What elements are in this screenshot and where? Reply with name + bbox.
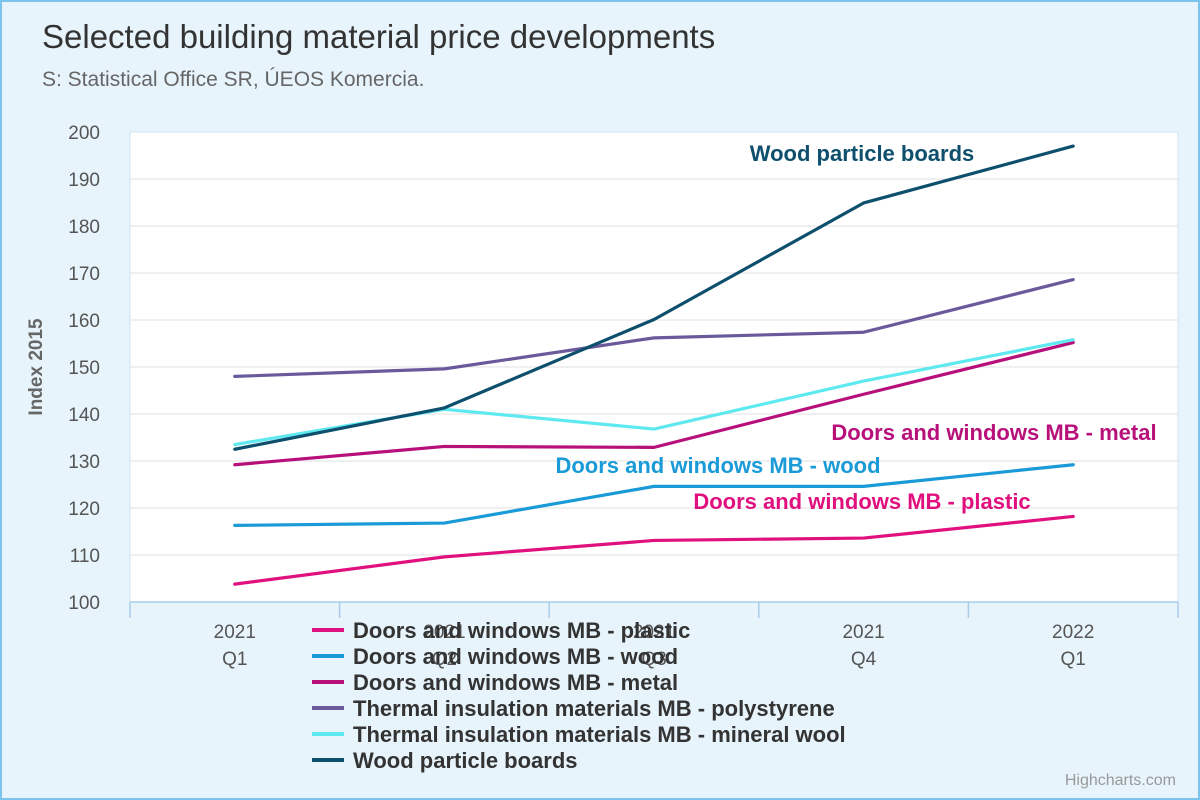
chart-title: Selected building material price develop… xyxy=(42,18,716,55)
legend-item-label[interactable]: Thermal insulation materials MB - minera… xyxy=(353,722,846,747)
legend-item-label[interactable]: Thermal insulation materials MB - polyst… xyxy=(353,696,835,721)
x-tick-label-quarter: Q1 xyxy=(222,649,247,670)
x-tick-label-quarter: Q3 xyxy=(641,649,666,670)
legend-item-label[interactable]: Doors and windows MB - metal xyxy=(353,670,678,695)
series-line[interactable] xyxy=(233,463,1075,527)
x-tick-label-quarter: Q4 xyxy=(851,649,877,670)
series-annotation-label: Doors and windows MB - wood xyxy=(555,453,880,478)
series-line[interactable] xyxy=(233,144,1075,451)
series-annotation-label: Wood particle boards xyxy=(750,141,975,166)
series-annotation-label: Doors and windows MB - plastic xyxy=(693,489,1030,514)
y-tick-label: 170 xyxy=(68,264,100,285)
x-tick-label-year: 2021 xyxy=(214,622,256,643)
y-tick-label: 150 xyxy=(68,358,100,379)
x-tick-label-quarter: Q1 xyxy=(1061,649,1086,670)
legend-item-label[interactable]: Doors and windows MB - wood xyxy=(353,644,678,669)
y-tick-label: 200 xyxy=(68,123,100,144)
y-axis-title: Index 2015 xyxy=(26,318,47,416)
x-tick-label-year: 2022 xyxy=(1052,622,1094,643)
series-annotation-label: Doors and windows MB - metal xyxy=(831,420,1156,445)
y-tick-label: 130 xyxy=(68,452,100,473)
y-tick-label: 190 xyxy=(68,170,100,191)
series-line[interactable] xyxy=(233,514,1075,586)
credits-link[interactable]: Highcharts.com xyxy=(1064,772,1176,789)
y-tick-label: 140 xyxy=(68,405,100,426)
y-tick-label: 180 xyxy=(68,217,100,238)
y-tick-label: 100 xyxy=(68,593,100,614)
x-tick-label-year: 2021 xyxy=(633,622,675,643)
series-line[interactable] xyxy=(233,277,1075,378)
chart-subtitle: S: Statistical Office SR, ÚEOS Komercia. xyxy=(42,68,425,91)
series-line[interactable] xyxy=(233,340,1075,467)
x-tick-label-year: 2021 xyxy=(842,622,884,643)
legend-item-label[interactable]: Doors and windows MB - plastic xyxy=(353,618,690,643)
y-tick-label: 120 xyxy=(68,499,100,520)
y-tick-label: 110 xyxy=(70,546,100,567)
legend-item-label[interactable]: Wood particle boards xyxy=(353,748,578,773)
x-tick-label-year: 2021 xyxy=(423,622,465,643)
x-tick-label-quarter: Q2 xyxy=(432,649,457,670)
y-tick-label: 160 xyxy=(68,311,100,332)
